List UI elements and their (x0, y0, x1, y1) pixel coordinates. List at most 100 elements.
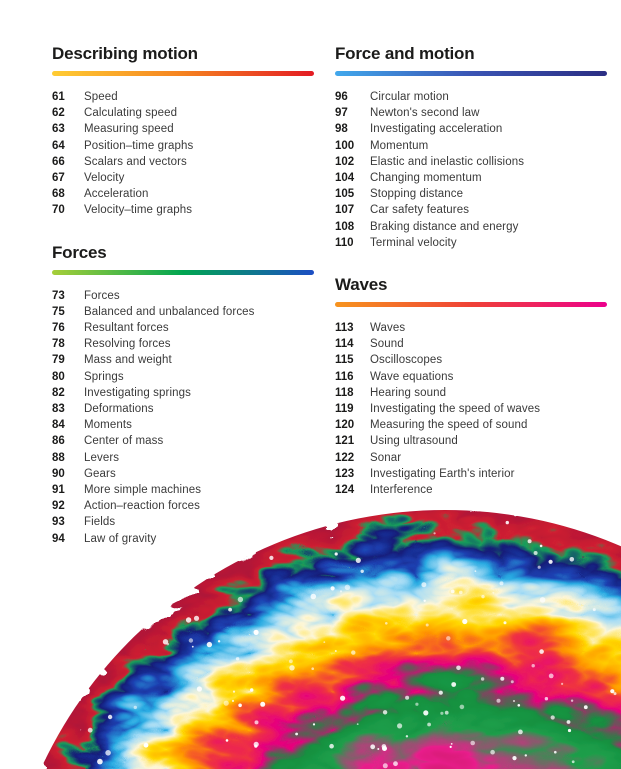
toc-entry: 97 Newton's second law (335, 105, 607, 121)
entry-label: Oscilloscopes (370, 354, 443, 367)
entry-page-number: 70 (52, 204, 65, 217)
entry-label: Investigating the speed of waves (370, 403, 541, 416)
entry-label: Sound (370, 338, 404, 351)
toc-entry: 73 Forces (52, 288, 314, 304)
entry-page-number: 88 (52, 451, 65, 464)
entry-label: Gears (84, 467, 116, 480)
entry-page-number: 86 (52, 435, 65, 448)
toc-entry: 100 Momentum (335, 138, 607, 154)
entry-label: Scalars and vectors (84, 155, 187, 168)
entry-label: Car safety features (370, 204, 470, 217)
entry-page-number: 108 (335, 220, 355, 233)
entry-page-number: 76 (52, 322, 65, 335)
section-title: Describing motion (52, 44, 198, 63)
entry-page-number: 73 (52, 289, 65, 302)
toc-entry: 70 Velocity–time graphs (52, 202, 314, 218)
entry-label: Using ultrasound (370, 435, 458, 448)
toc-entry: 94 Law of gravity (52, 531, 314, 547)
entry-label: Stopping distance (370, 188, 464, 201)
entry-label: Springs (84, 370, 124, 383)
entry-label: Forces (84, 289, 120, 302)
entry-label: Levers (84, 451, 120, 464)
toc-entry: 82 Investigating springs (52, 385, 314, 401)
section-gradient-bar (335, 71, 607, 76)
entry-page-number: 90 (52, 467, 65, 480)
entry-page-number: 94 (52, 532, 65, 545)
section-gradient-bar (335, 302, 607, 308)
entry-page-number: 114 (335, 338, 354, 351)
entry-page-number: 102 (335, 155, 355, 168)
entry-page-number: 80 (52, 370, 65, 383)
entry-page-number: 66 (52, 155, 65, 168)
toc-entry: 61 Speed (52, 89, 314, 105)
entry-page-number: 96 (335, 91, 348, 103)
entry-label: Investigating Earth's interior (370, 467, 515, 480)
toc-entry: 76 Resultant forces (52, 320, 314, 336)
entry-label: Investigating acceleration (370, 123, 503, 136)
entry-page-number: 110 (335, 236, 354, 249)
toc-entry: 90 Gears (52, 466, 314, 482)
section-forces: Forces 73 Forces 75 Balanced and unbalance… (52, 243, 314, 547)
toc-entry: 86 Center of mass (52, 433, 314, 449)
toc-entry: 122 Sonar (335, 450, 607, 466)
entry-page-number: 116 (335, 370, 354, 383)
entry-page-number: 113 (335, 322, 354, 335)
entry-page-number: 120 (335, 419, 355, 432)
entry-label: Waves (370, 322, 406, 335)
entry-label: Measuring speed (84, 123, 174, 136)
toc-entry: 68 Acceleration (52, 186, 314, 202)
entry-page-number: 83 (52, 403, 65, 416)
section-gradient-bar (52, 71, 314, 76)
entry-label: More simple machines (84, 484, 202, 497)
toc-entry: 92 Action–reaction forces (52, 498, 314, 514)
entry-label: Elastic and inelastic collisions (370, 155, 525, 168)
section-describing-motion: Describing motion 61 Speed 62 Calculating … (52, 44, 314, 219)
entry-label: Mass and weight (84, 354, 172, 367)
section-title: Waves (335, 275, 388, 295)
toc-entry: 75 Balanced and unbalanced forces (52, 304, 314, 320)
entry-label: Resolving forces (84, 338, 171, 351)
entry-label: Calculating speed (84, 107, 178, 120)
entry-label: Measuring the speed of sound (370, 419, 528, 432)
entry-page-number: 91 (52, 484, 65, 497)
entry-page-number: 82 (52, 386, 65, 399)
toc-entry: 121 Using ultrasound (335, 433, 607, 449)
entry-page-number: 62 (52, 107, 65, 120)
entry-page-number: 68 (52, 188, 65, 201)
entry-page-number: 104 (335, 172, 355, 185)
toc-entry: 78 Resolving forces (52, 336, 314, 352)
entry-label: Fields (84, 516, 116, 529)
entry-label: Sonar (370, 451, 402, 464)
entry-page-number: 61 (52, 91, 65, 103)
toc-right-column: Force and motion 96 Circular motion 97 New… (335, 44, 607, 498)
entry-page-number: 97 (335, 107, 348, 120)
toc-left-column: Describing motion 61 Speed 62 Calculating … (52, 44, 314, 547)
toc-list: 113 Waves 114 Sound 115 Oscilloscopes 116 Wa… (335, 320, 607, 498)
toc-entry: 64 Position–time graphs (52, 138, 314, 154)
entry-label: Balanced and unbalanced forces (84, 305, 255, 318)
entry-label: Interference (370, 484, 433, 497)
toc-entry: 62 Calculating speed (52, 105, 314, 121)
entry-page-number: 122 (335, 451, 355, 464)
entry-label: Acceleration (84, 188, 149, 201)
entry-page-number: 67 (52, 172, 65, 185)
entry-page-number: 123 (335, 467, 355, 480)
entry-page-number: 84 (52, 419, 65, 432)
toc-entry: 63 Measuring speed (52, 121, 314, 137)
entry-label: Law of gravity (84, 532, 157, 545)
bubble-swirl (0, 510, 621, 769)
entry-page-number: 107 (335, 204, 355, 217)
section-force-and-motion: Force and motion 96 Circular motion 97 New… (335, 44, 607, 251)
entry-label: Investigating springs (84, 386, 191, 399)
section-gradient-bar (52, 269, 314, 275)
entry-label: Center of mass (84, 435, 164, 448)
entry-label: Changing momentum (370, 172, 482, 185)
toc-entry: 98 Investigating acceleration (335, 121, 607, 137)
entry-label: Speed (84, 91, 118, 103)
toc-entry: 123 Investigating Earth's interior (335, 466, 607, 482)
entry-page-number: 78 (52, 338, 65, 351)
toc-entry: 102 Elastic and inelastic collisions (335, 154, 607, 170)
entry-label: Momentum (370, 139, 429, 152)
bubble-speckles (87, 520, 617, 769)
entry-label: Wave equations (370, 370, 454, 383)
